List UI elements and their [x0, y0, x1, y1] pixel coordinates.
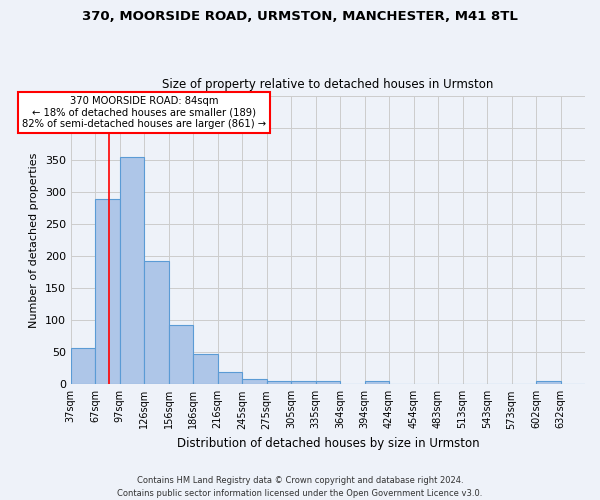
Bar [365, 381, 389, 384]
X-axis label: Distribution of detached houses by size in Urmston: Distribution of detached houses by size … [176, 437, 479, 450]
Bar [218, 372, 242, 384]
Bar [291, 381, 316, 384]
Bar [71, 348, 95, 385]
Bar [193, 354, 218, 384]
Bar [316, 381, 340, 384]
Y-axis label: Number of detached properties: Number of detached properties [29, 152, 39, 328]
Bar [536, 381, 560, 384]
Bar [144, 261, 169, 384]
Text: 370, MOORSIDE ROAD, URMSTON, MANCHESTER, M41 8TL: 370, MOORSIDE ROAD, URMSTON, MANCHESTER,… [82, 10, 518, 23]
Bar [266, 381, 291, 384]
Title: Size of property relative to detached houses in Urmston: Size of property relative to detached ho… [162, 78, 494, 91]
Bar [169, 326, 193, 384]
Bar [119, 157, 144, 384]
Bar [242, 378, 266, 384]
Text: Contains HM Land Registry data © Crown copyright and database right 2024.
Contai: Contains HM Land Registry data © Crown c… [118, 476, 482, 498]
Bar [95, 198, 119, 384]
Text: 370 MOORSIDE ROAD: 84sqm
← 18% of detached houses are smaller (189)
82% of semi-: 370 MOORSIDE ROAD: 84sqm ← 18% of detach… [22, 96, 266, 129]
